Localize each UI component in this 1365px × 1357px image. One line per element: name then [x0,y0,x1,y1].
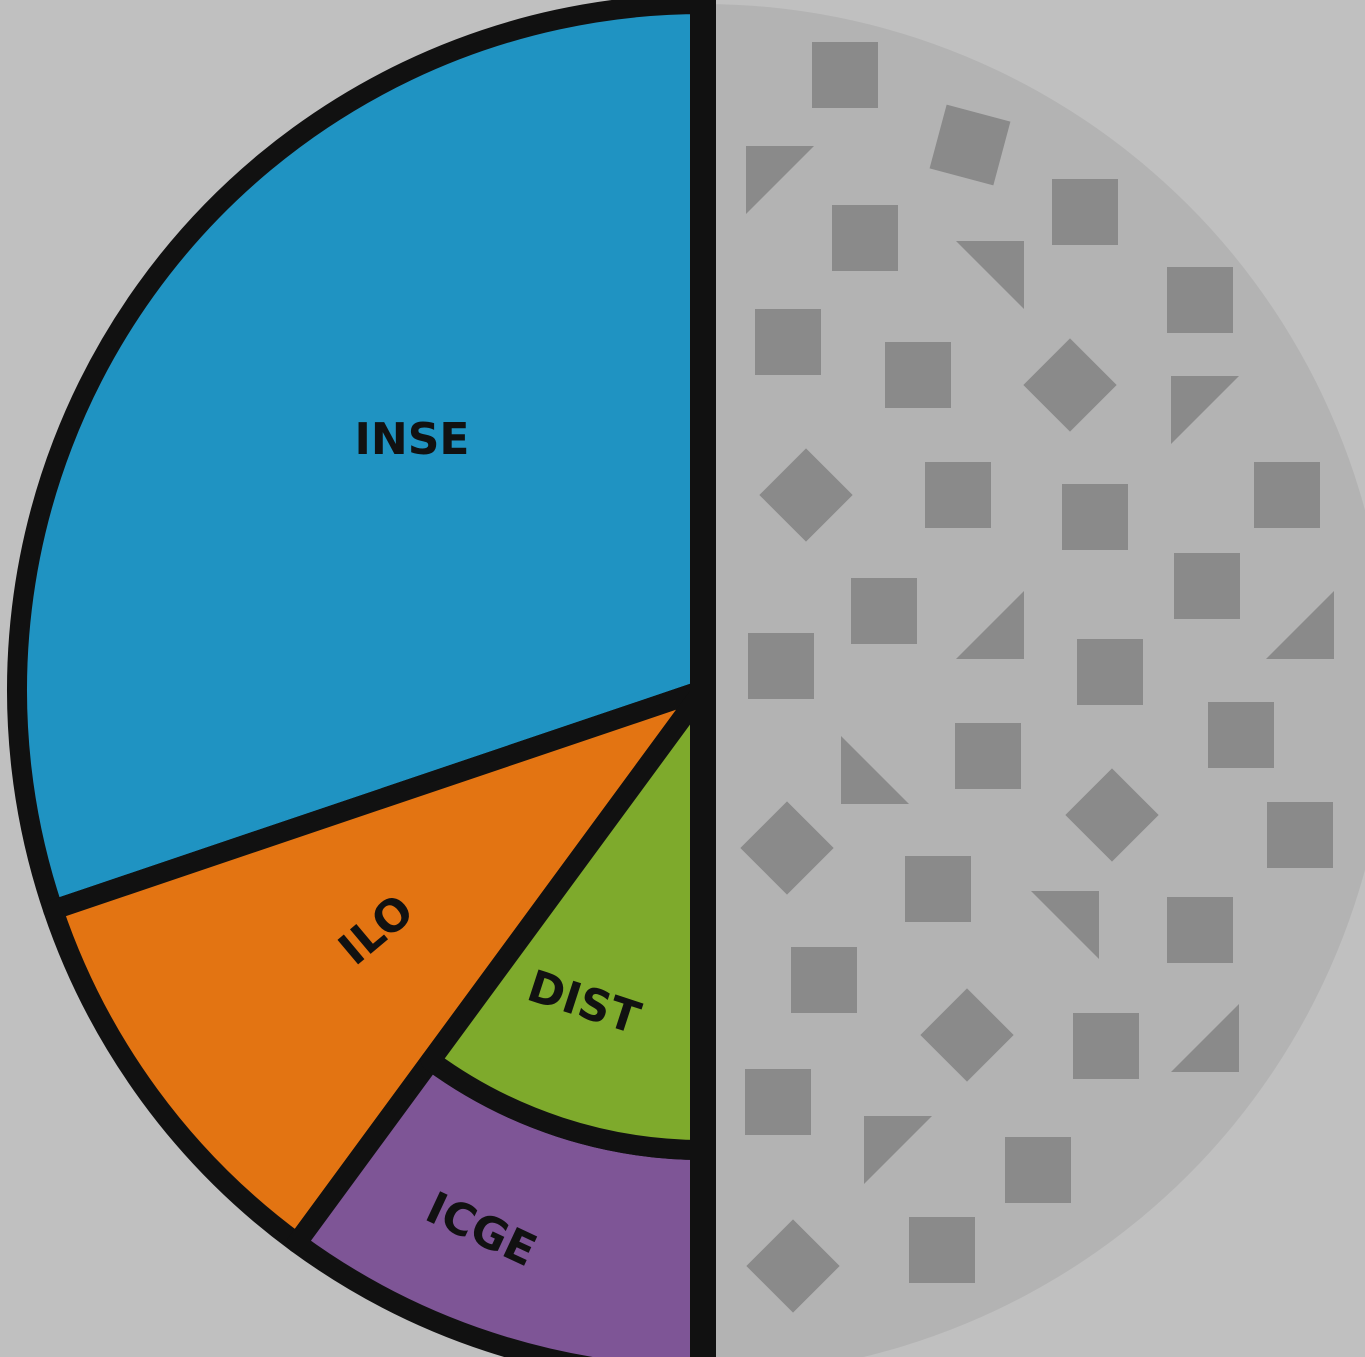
pattern-shape [1267,802,1333,868]
square [745,1069,811,1135]
square [1077,639,1143,705]
square [925,462,991,528]
pattern-shape [745,1069,811,1135]
square [909,1217,975,1283]
disc-diagram: INSE ILO DIST ICGE [0,0,1365,1357]
pattern-shape [1005,1137,1071,1203]
pattern-shape [885,342,951,408]
pattern-shape [1052,179,1118,245]
square [1208,702,1274,768]
square [791,947,857,1013]
square [905,856,971,922]
square [1267,802,1333,868]
square [851,578,917,644]
square [748,633,814,699]
pattern-shape [1174,553,1240,619]
square [955,723,1021,789]
segment-label: INSE [355,414,470,465]
pattern-shape [1077,639,1143,705]
square [755,309,821,375]
page: {"diagram": {"segments": [{"label": "INS… [0,0,1365,1357]
pattern-shape [791,947,857,1013]
pattern-shape [1062,484,1128,550]
pattern-shape [1073,1013,1139,1079]
square [1052,179,1118,245]
pattern-shape [755,309,821,375]
square [885,342,951,408]
divider [690,0,716,1357]
pattern-shape [1254,462,1320,528]
pattern-shape [1167,267,1233,333]
square [1167,267,1233,333]
square [1005,1137,1071,1203]
pattern-shape [905,856,971,922]
pattern-shape [832,205,898,271]
pattern-shape [1208,702,1274,768]
square [1062,484,1128,550]
pattern-shape [909,1217,975,1283]
pattern-shape [925,462,991,528]
square [1174,553,1240,619]
square [1254,462,1320,528]
pattern-shape [851,578,917,644]
square [1167,897,1233,963]
square [812,42,878,108]
pattern-shape [812,42,878,108]
pattern-shape [748,633,814,699]
pattern-shape [1167,897,1233,963]
square [832,205,898,271]
square [1073,1013,1139,1079]
pattern-shape [955,723,1021,789]
